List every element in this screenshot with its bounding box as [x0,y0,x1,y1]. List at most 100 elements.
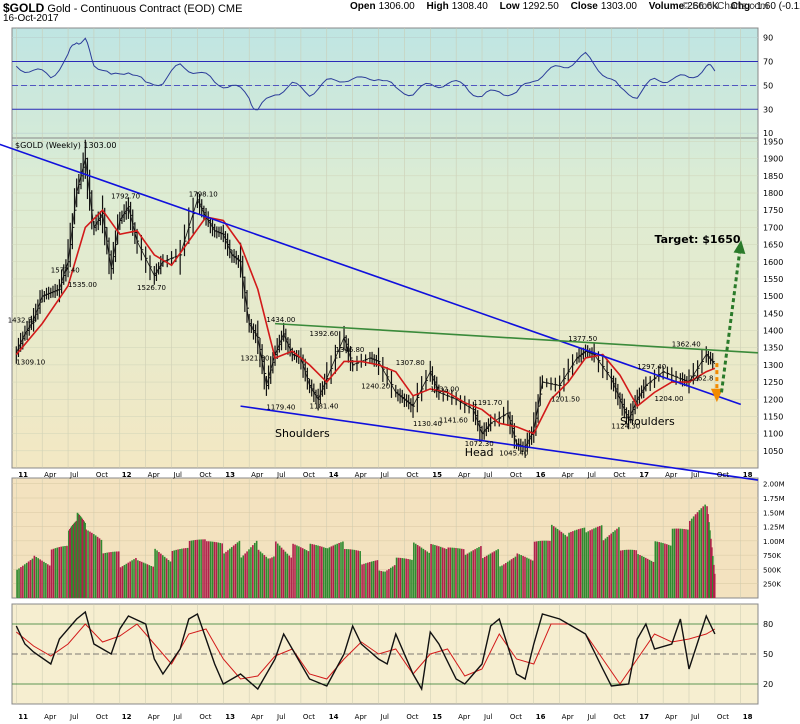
volume-bar [388,569,390,598]
volume-bar [712,556,714,598]
volume-bar [340,542,342,598]
volume-bar [700,508,703,598]
volume-bar [631,549,634,598]
volume-bar [541,540,544,598]
volume-bar [167,559,170,598]
volume-bar [413,542,415,598]
volume-bar [554,527,557,598]
price-tick-label: 1550 [763,275,783,284]
price-tick-label: 1250 [763,378,783,387]
volume-bar [656,541,659,598]
volume-bar [531,560,534,598]
pattern-label: Shoulders [275,427,330,440]
price-annotation: 1045.40 [499,449,528,457]
volume-bar [23,564,26,598]
volume-bar [215,542,218,598]
volume-bar [140,561,143,598]
volume-bar [138,561,141,598]
moving-average-line [15,208,716,435]
volume-bar [359,551,361,598]
volume-bar [422,548,425,598]
x-tick-label: Apr [148,713,160,721]
volume-bar [533,541,536,598]
volume-bar [342,541,344,598]
volume-bar [633,549,636,598]
volume-bar [581,528,584,598]
volume-bar [309,543,312,598]
volume-bar [76,512,79,598]
volume-bar [33,555,36,598]
volume-bar [177,549,179,598]
stochastic-tick-label: 50 [763,650,773,659]
x-tick-label: 18 [743,471,753,479]
volume-bar [545,540,547,598]
volume-bar [441,547,444,598]
price-tick-label: 1100 [763,430,783,439]
volume-tick-label: 1.50M [763,509,785,517]
volume-bar [165,558,168,598]
volume-bar [46,564,49,598]
x-tick-label: Apr [665,713,677,721]
volume-bar [133,559,135,598]
volume-bar [345,549,348,598]
volume-bar [280,547,283,598]
volume-tick-label: 1.75M [763,495,785,503]
volume-bar [608,535,611,598]
volume-bar [230,547,233,598]
volume-bar [271,557,273,598]
volume-bar [303,549,306,598]
volume-bar [225,551,227,598]
x-tick-label: Apr [355,713,367,721]
price-tick-label: 1600 [763,258,783,267]
volume-bar [27,561,30,598]
volume-bar [248,549,250,598]
volume-bar [549,540,551,598]
volume-bar [200,539,202,598]
volume-bar [192,540,195,598]
volume-bar [518,554,521,598]
volume-bar [687,529,689,598]
volume-bar [671,528,674,598]
volume-bar [221,543,223,598]
price-tick-label: 1800 [763,189,783,198]
volume-bar [73,522,76,598]
volume-bar [690,518,693,598]
volume-bar [643,556,645,598]
volume-bar [89,531,91,598]
volume-bar [390,567,392,598]
x-tick-label: 18 [743,713,753,721]
volume-bar [616,528,618,598]
price-tick-label: 1400 [763,327,783,336]
chart-title: $GOLD Gold - Continuous Contract (EOD) C… [3,1,242,15]
x-tick-label: Oct [406,471,418,479]
volume-bar [112,551,114,598]
volume-bar [87,530,89,598]
volume-bar [154,548,156,598]
volume-bar [685,529,687,598]
volume-bar [288,555,291,598]
volume-bar [437,546,440,598]
volume-tick-label: 2.00M [763,481,785,489]
volume-bar [171,550,174,598]
volume-bar [562,533,565,598]
volume-bar [476,548,478,598]
volume-bar [566,536,568,598]
price-tick-label: 1350 [763,344,783,353]
pullback-arrowhead [710,388,723,403]
volume-bar [600,525,603,598]
volume-bar [64,546,66,598]
x-tick-label: Oct [199,471,211,479]
volume-bar [227,550,229,598]
volume-bar [652,561,655,598]
x-tick-label: Apr [251,471,263,479]
rsi-tick-label: 10 [763,129,773,138]
price-tick-label: 1500 [763,292,783,301]
volume-bar [572,531,574,598]
volume-bar [420,547,423,598]
volume-bar [282,549,285,598]
volume-bar [430,544,432,598]
volume-bar [575,529,578,598]
volume-bar [526,557,528,598]
x-tick-label: Apr [44,713,56,721]
volume-bar [305,550,308,598]
